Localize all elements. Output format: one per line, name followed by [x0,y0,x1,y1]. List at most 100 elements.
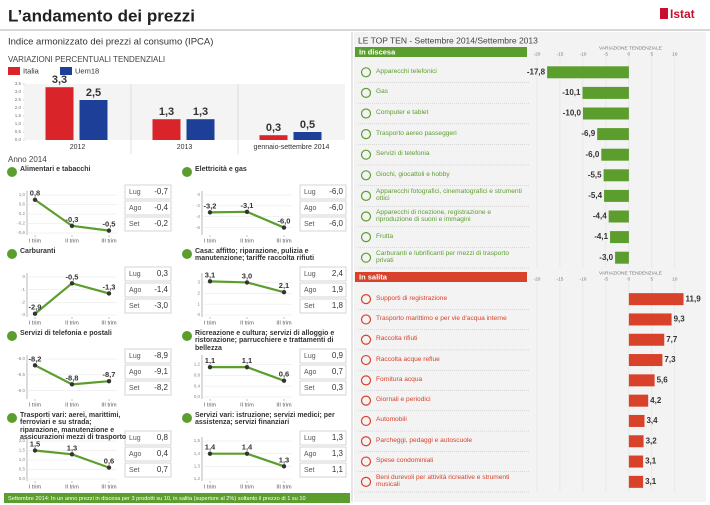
bar [608,210,629,223]
x-tick-label: -15 [557,51,564,57]
point [69,382,75,387]
month-value: -6,0 [329,203,343,212]
x-tick-label: III trim [276,484,292,490]
x-tick-label: -5 [604,51,609,57]
y-tick-label: -1 [21,287,25,292]
y-tick-label: 1,0 [19,457,26,462]
month-value: 2,4 [332,269,344,278]
icon [360,108,372,119]
table-cell [299,380,347,396]
point [244,209,250,215]
x-tick-label: 10 [672,276,678,282]
table-cell [124,216,172,232]
x-tick-label: I trim [204,320,217,326]
category-label: Beni durevoli per attività ricreative e … [376,473,510,488]
point [207,210,213,215]
bar [547,66,629,79]
bar [582,107,629,120]
month-label: Set [129,221,140,228]
y-tick-label: 0,5 [19,467,26,472]
category-label: Giochi, giocattoli e hobby [376,170,450,178]
chart-subtitle: VARIAZIONI PERCENTUALI TENDENZIALI [8,55,165,64]
month-value: 1,3 [332,449,344,458]
value-label: 1,3 [193,106,208,118]
y-tick-label: 1,5 [15,113,22,118]
bar [597,128,629,141]
value-label: 1,1 [242,356,252,365]
value-label: 0,5 [300,119,315,131]
point [281,225,287,230]
y-tick-label: 3,5 [15,81,22,86]
y-tick-label: -4 [196,214,200,219]
y-tick-label: 0 [197,312,200,317]
value-label: 3,1 [205,270,215,279]
point [281,290,287,295]
x-tick-label: III trim [276,238,292,244]
bar [186,119,215,140]
x-tick-label: I trim [29,484,42,490]
legend-label: Italia [23,66,40,75]
point [281,464,287,469]
x-tick-label: -15 [557,276,564,282]
bar [603,169,629,182]
table-cell [124,380,172,396]
point [32,311,38,316]
month-label: Set [304,303,315,310]
bar [610,231,629,244]
page-title: L’andamento dei prezzi [8,6,195,25]
value-label: 1,3 [279,455,289,464]
logo-mark [660,8,668,19]
table-cell [124,266,172,282]
x-tick-label: I trim [204,238,217,244]
month-label: Lug [129,435,141,442]
x-tick-label: I trim [29,320,42,326]
x-tick-label: III trim [276,320,292,326]
table-cell [299,364,347,380]
category-label: Raccolta acque reflue [376,355,440,363]
line [209,210,285,229]
point [32,197,38,202]
category-label: Fornitura acqua [376,375,423,383]
value-label: -8,8 [66,373,79,382]
value-label: 0,3 [266,122,281,134]
y-tick-label: 0,6 [19,202,26,207]
value-label: -4,1 [594,232,608,241]
icon [360,314,372,325]
value-label: 1,3 [67,443,77,452]
value-label: 3,1 [645,477,657,486]
category-label: Apparecchi telefonici [376,67,437,75]
y-tick-label: 1,2 [194,476,201,481]
table-cell [299,216,347,232]
month-value: 0,8 [157,433,169,442]
value-label: -2,9 [29,303,42,312]
leaf [7,331,17,341]
x-tick-label: -20 [534,51,541,57]
category-label: Servizi di telefonia [376,150,430,158]
table-cell [299,430,347,446]
icon [360,211,372,222]
icon [360,170,372,181]
bar [628,475,644,488]
month-value: -0,7 [154,187,168,196]
x-tick-label: 0 [628,276,631,282]
value-label: 2,1 [279,281,289,290]
point [244,280,250,285]
y-tick-label: 0,0 [19,476,26,481]
category-label: Computer e tablet [376,109,429,117]
x-tick-label: -5 [604,276,609,282]
value-label: 9,3 [674,315,686,324]
y-tick-label: 3 [197,280,200,285]
category-label: Parcheggi, pedaggi e autoscuole [376,436,473,444]
category-label: Apparecchi fotografici, cinematografici … [376,187,522,202]
y-tick-label: 1,2 [194,362,201,367]
leaf [7,167,17,177]
leaf [7,249,17,259]
plot-bg [24,84,345,140]
category-label: Frutta [376,232,394,240]
month-label: Ago [129,451,142,458]
bar [45,87,74,140]
y-tick-label: 0,2 [19,211,26,216]
x-tick-label: I trim [204,484,217,490]
month-label: Set [129,467,140,474]
section-title: In discesa [359,47,396,56]
